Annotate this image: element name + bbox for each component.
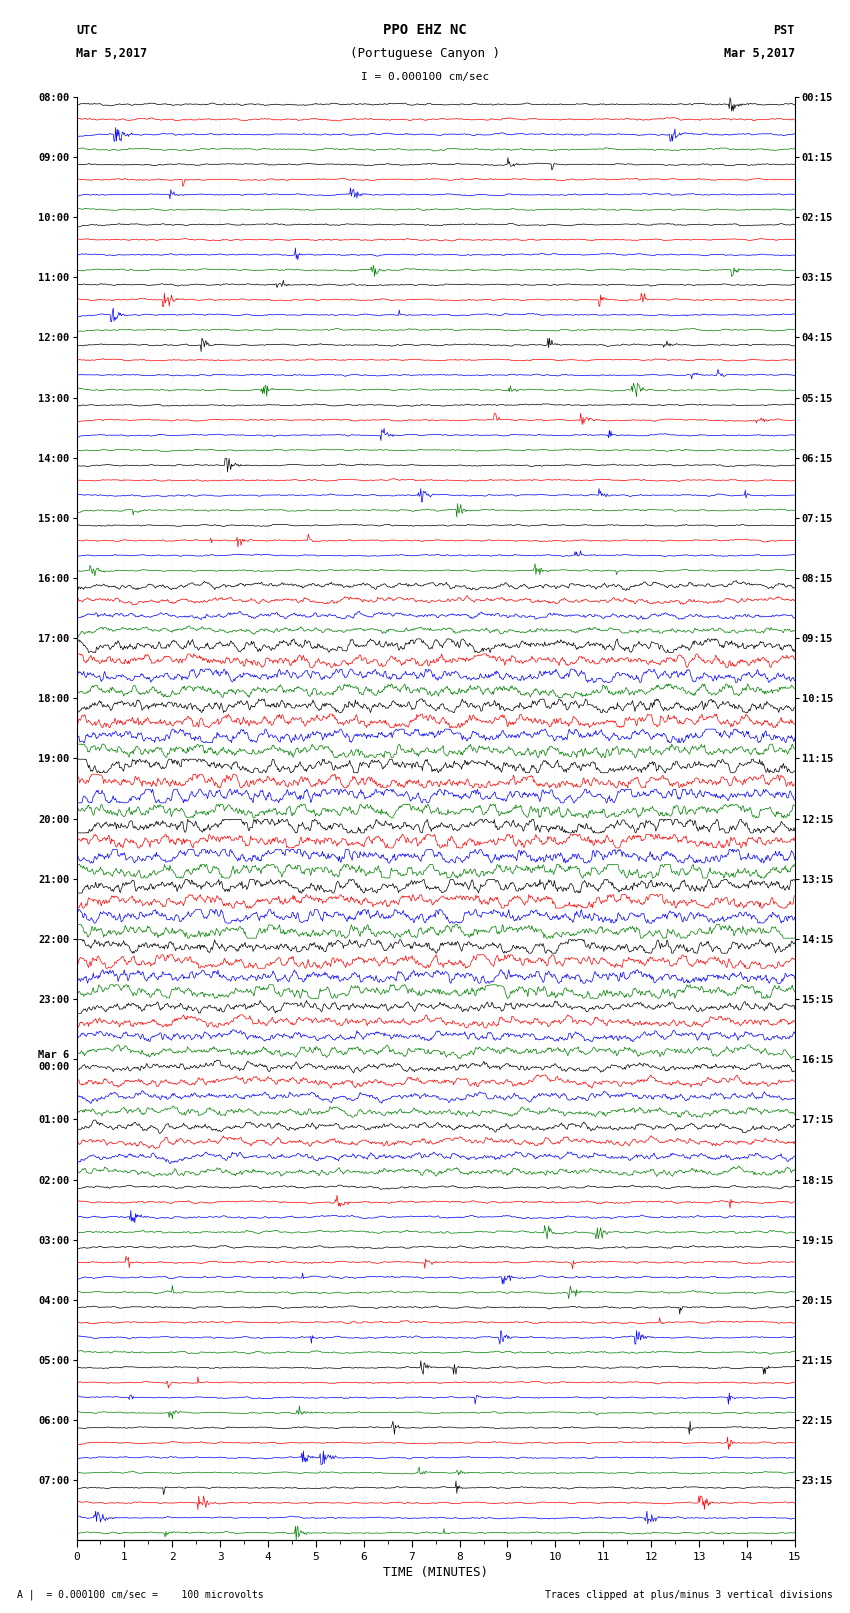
Text: PPO EHZ NC: PPO EHZ NC [383, 23, 467, 37]
Text: (Portuguese Canyon ): (Portuguese Canyon ) [350, 47, 500, 60]
Text: Traces clipped at plus/minus 3 vertical divisions: Traces clipped at plus/minus 3 vertical … [545, 1590, 833, 1600]
Text: Mar 5,2017: Mar 5,2017 [76, 47, 148, 60]
Text: A |  = 0.000100 cm/sec =    100 microvolts: A | = 0.000100 cm/sec = 100 microvolts [17, 1589, 264, 1600]
Text: I = 0.000100 cm/sec: I = 0.000100 cm/sec [361, 73, 489, 82]
Text: Mar 5,2017: Mar 5,2017 [723, 47, 795, 60]
Text: PST: PST [774, 24, 795, 37]
Text: UTC: UTC [76, 24, 98, 37]
X-axis label: TIME (MINUTES): TIME (MINUTES) [383, 1566, 488, 1579]
